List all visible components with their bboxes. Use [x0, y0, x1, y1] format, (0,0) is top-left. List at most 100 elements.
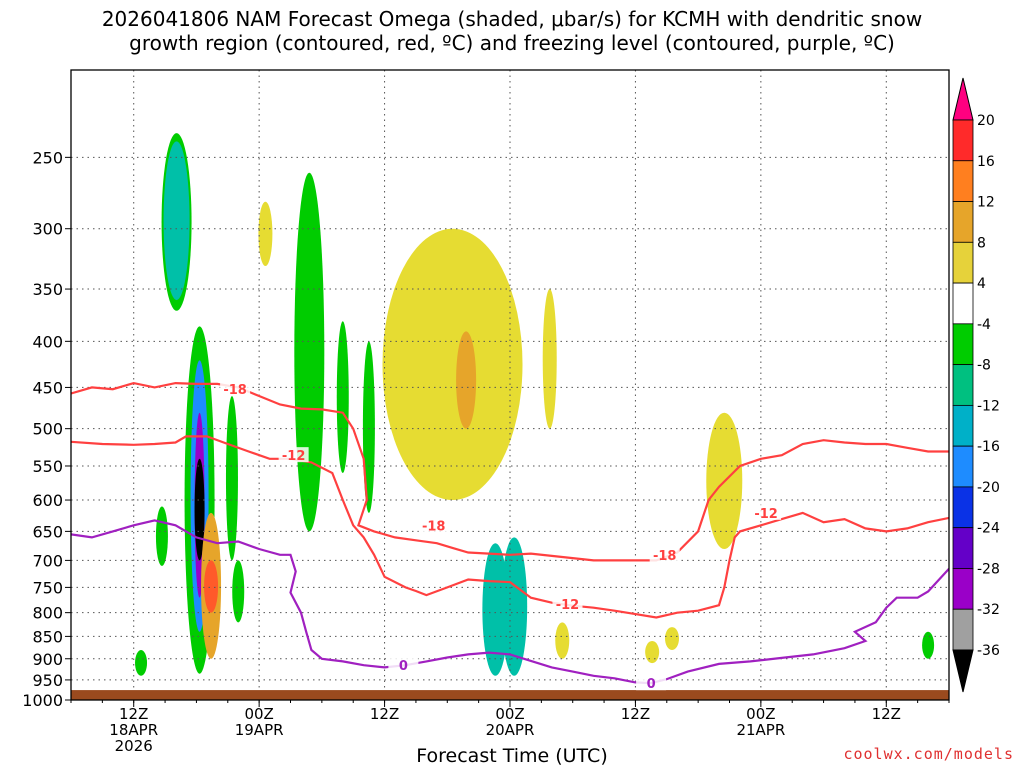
y-tick-label: 850 [32, 627, 63, 646]
omega-yellow-3 [645, 640, 660, 664]
contour-label-bg [751, 504, 782, 520]
colorbar-segment [952, 201, 974, 243]
source-credit: coolwx.com/models [843, 745, 1014, 763]
omega-streak-5 [922, 631, 935, 659]
x-tick-label: 12Z [872, 705, 901, 723]
contour-label: -12 [754, 507, 778, 522]
colorbar-segment [952, 527, 974, 569]
omega-yellow-0 [258, 201, 273, 267]
colorbar-segment [952, 364, 974, 406]
y-tick-label: 800 [32, 604, 63, 623]
colorbar-label: -4 [977, 317, 991, 333]
omega-streak-1 [336, 321, 349, 474]
omega-streak-3 [155, 506, 168, 566]
colorbar-label: -16 [977, 439, 1000, 455]
colorbar-label: 12 [977, 195, 995, 211]
colorbar-label: -32 [977, 602, 1000, 618]
contour-label: -18 [653, 549, 677, 564]
omega-region-5 [194, 458, 205, 561]
colorbar-segment [952, 241, 974, 284]
colorbar-segment [952, 323, 974, 366]
x-tick-label: 18APR [109, 721, 158, 739]
x-tick-label: 00Z [495, 705, 524, 723]
y-tick-label: 500 [32, 420, 63, 439]
contour-label-bg [649, 546, 680, 562]
contour-label: -12 [556, 598, 580, 613]
x-tick-label: 12Z [370, 705, 399, 723]
contour-label-bg [278, 447, 309, 463]
omega-region-7 [204, 560, 219, 613]
contour-label: -12 [282, 449, 306, 464]
y-tick-label: 400 [32, 332, 63, 351]
omega-streak-6 [225, 396, 238, 561]
x-tick-label: 00Z [746, 705, 775, 723]
colorbar-label: -24 [977, 521, 1000, 537]
y-tick-label: 450 [32, 378, 63, 397]
colorbar-segment [952, 445, 974, 488]
omega-region-1 [163, 141, 190, 301]
y-tick-label: 950 [32, 671, 63, 690]
y-tick-label: 900 [32, 650, 63, 669]
colorbar-label: -28 [977, 561, 1000, 577]
x-tick-label: 21APR [736, 721, 785, 739]
omega-region-9 [482, 543, 509, 676]
contour-label: -18 [422, 519, 446, 534]
contour-line-1 [71, 435, 949, 619]
chart-title-line-2: growth region (contoured, red, ºC) and f… [129, 31, 895, 55]
omega-region-12 [456, 331, 477, 429]
contour-label-bg [636, 675, 667, 691]
contour-label-bg [418, 517, 449, 533]
contour-label: 0 [399, 659, 408, 674]
y-tick-label: 650 [32, 522, 63, 541]
colorbar-bottom-arrow [952, 649, 974, 693]
colorbar-segment [952, 404, 974, 447]
omega-streak-2 [135, 649, 148, 676]
y-tick-label: 350 [32, 280, 63, 299]
contour-label-bg [220, 381, 251, 397]
omega-yellow-4 [665, 627, 680, 650]
omega-streak-4 [232, 560, 245, 623]
ground-terrain [71, 690, 949, 700]
omega-yellow-2 [555, 622, 570, 659]
omega-region-11 [382, 228, 523, 501]
y-tick-label: 550 [32, 457, 63, 476]
omega-region-10 [501, 537, 528, 676]
y-tick-label: 700 [32, 551, 63, 570]
x-tick-label: 19APR [235, 721, 284, 739]
colorbar-label: -36 [977, 643, 1000, 659]
y-tick-label: 600 [32, 491, 63, 510]
colorbar-segment [952, 608, 974, 651]
colorbar-segment [952, 568, 974, 610]
colorbar-label: 16 [977, 154, 995, 170]
colorbar-label: 20 [977, 113, 995, 129]
colorbar-label: 8 [977, 235, 986, 251]
y-tick-label: 750 [32, 578, 63, 597]
chart-title-line-1: 2026041806 NAM Forecast Omega (shaded, μ… [101, 7, 923, 31]
contour-label: -18 [223, 383, 247, 398]
y-tick-label: 1000 [22, 691, 63, 710]
omega-streak-0 [362, 341, 375, 513]
x-tick-label: 20APR [486, 721, 535, 739]
x-tick-label: 12Z [119, 705, 148, 723]
omega-region-8 [294, 172, 325, 532]
colorbar-label: -8 [977, 358, 991, 374]
colorbar-segment [952, 282, 974, 325]
y-tick-label: 300 [32, 220, 63, 239]
colorbar-segment [952, 160, 974, 202]
contour-label-bg [388, 657, 419, 673]
contour-label-bg [552, 596, 583, 612]
contour-line-2 [71, 519, 949, 685]
x-tick-label: 00Z [244, 705, 273, 723]
omega-yellow-1 [542, 289, 557, 429]
colorbar-label: 4 [977, 276, 986, 292]
colorbar-label: -20 [977, 480, 1000, 496]
colorbar-top-arrow [952, 77, 974, 121]
colorbar-segment [952, 119, 974, 162]
colorbar-label: -12 [977, 398, 1000, 414]
x-tick-label: 2026 [115, 737, 153, 755]
colorbar-segment [952, 486, 974, 529]
y-tick-label: 250 [32, 148, 63, 167]
x-axis-label: Forecast Time (UTC) [416, 745, 608, 767]
contour-label: 0 [647, 677, 656, 692]
